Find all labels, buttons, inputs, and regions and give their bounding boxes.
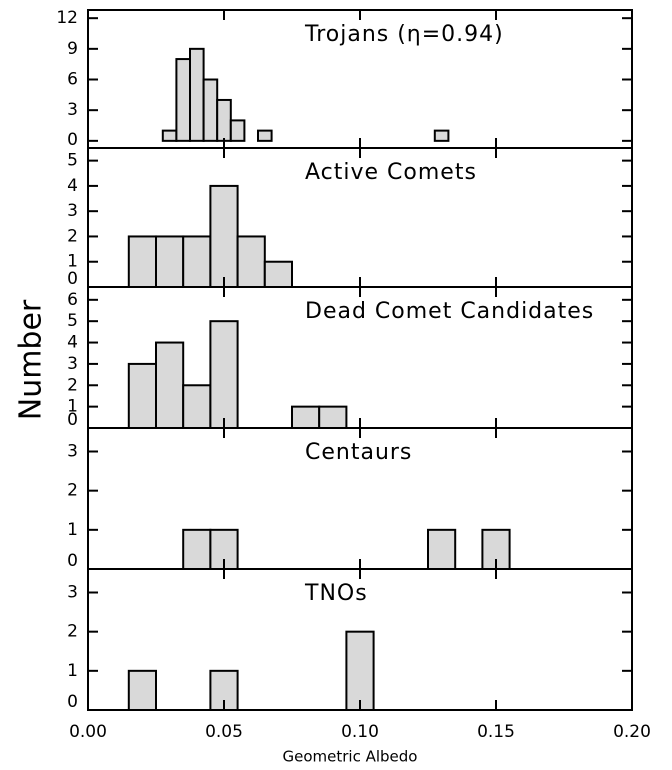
y-tick-label: 5 <box>67 151 78 171</box>
bar <box>161 129 178 142</box>
bar <box>263 260 293 288</box>
bar <box>318 405 348 429</box>
bar <box>202 78 219 142</box>
y-tick-label: 4 <box>67 176 78 196</box>
y-tick-label: 3 <box>67 201 78 221</box>
bar <box>127 235 158 288</box>
y-tick-label: 0 <box>67 551 78 571</box>
y-tick-label: 1 <box>67 397 78 417</box>
bar <box>182 235 212 288</box>
bar <box>291 405 321 429</box>
panel-label: Centaurs <box>305 440 412 465</box>
x-tick-label: 0.20 <box>613 722 651 742</box>
bar <box>209 320 239 430</box>
y-tick-label: 6 <box>67 70 78 90</box>
bar <box>209 184 239 288</box>
bar <box>257 129 273 142</box>
panel-label: Dead Comet Candidates <box>305 299 594 324</box>
y-tick-label: 0 <box>67 410 78 430</box>
y-tick-label: 3 <box>67 583 78 603</box>
y-tick-label: 0 <box>67 692 78 712</box>
bar <box>216 98 232 142</box>
bar <box>433 129 450 142</box>
bar <box>236 235 266 288</box>
y-tick-label: 5 <box>67 311 78 331</box>
y-tick-label: 2 <box>67 481 78 501</box>
y-tick-label: 0 <box>67 130 78 150</box>
bar <box>127 669 158 711</box>
y-tick-label: 9 <box>67 39 78 59</box>
x-tick-label: 0.15 <box>477 722 515 742</box>
y-tick-label: 12 <box>56 8 78 28</box>
bar <box>229 119 246 142</box>
bar <box>182 384 212 430</box>
bar <box>345 630 375 712</box>
panel-label: TNOs <box>304 581 368 606</box>
y-tick-label: 3 <box>67 442 78 462</box>
panel-frame <box>87 568 633 711</box>
bar <box>182 528 212 570</box>
y-tick-label: 1 <box>67 520 78 540</box>
y-tick-label: 3 <box>67 100 78 120</box>
x-tick-label: 0.10 <box>341 722 379 742</box>
y-tick-label: 0 <box>67 269 78 289</box>
bar <box>155 235 185 288</box>
bar <box>189 47 205 142</box>
y-tick-label: 1 <box>67 252 78 272</box>
y-tick-label: 4 <box>67 333 78 353</box>
bar <box>427 528 457 570</box>
y-tick-label: 2 <box>67 375 78 395</box>
y-tick-label: 1 <box>67 661 78 681</box>
y-axis-label: Number <box>14 299 49 420</box>
panel-label: Active Comets <box>305 160 477 185</box>
x-axis-label: Geometric Albedo <box>283 748 418 766</box>
y-tick-label: 2 <box>67 622 78 642</box>
y-tick-label: 3 <box>67 354 78 374</box>
x-tick-label: 0.00 <box>69 722 107 742</box>
y-tick-label: 2 <box>67 226 78 246</box>
bar <box>127 362 158 429</box>
y-tick-label: 6 <box>67 290 78 310</box>
x-tick-label: 0.05 <box>205 722 243 742</box>
panel-label: Trojans (η=0.94) <box>304 22 504 47</box>
bar <box>175 58 191 142</box>
bar <box>155 341 185 429</box>
